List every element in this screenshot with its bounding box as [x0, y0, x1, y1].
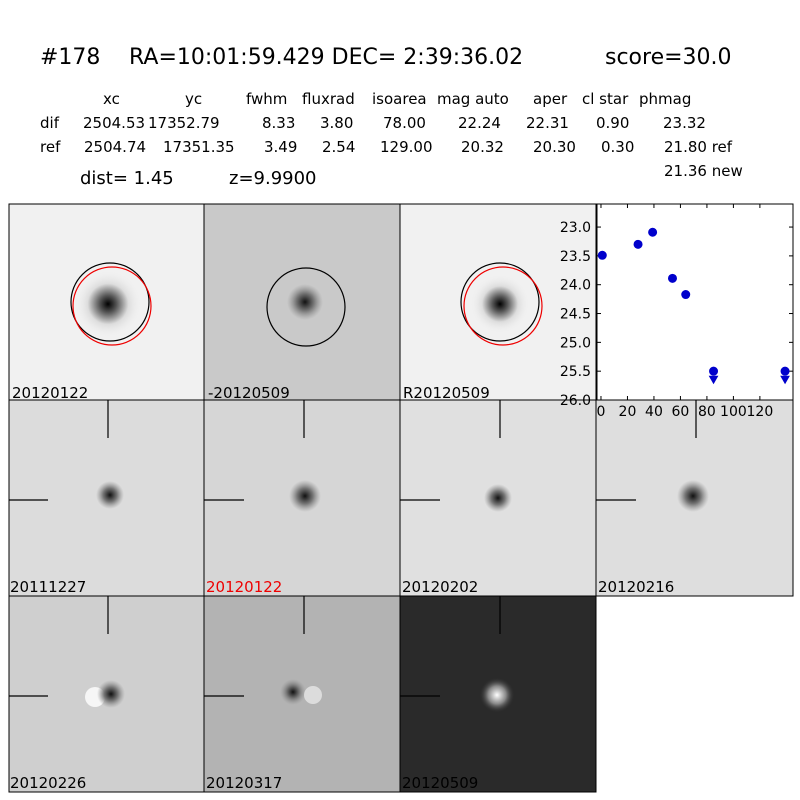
- row-label: ref: [40, 138, 61, 156]
- table: xc yc fwhm fluxrad isoarea mag auto aper cl sta…: [40, 90, 743, 180]
- stamp-label: -20120509: [208, 384, 290, 402]
- source: [304, 686, 322, 704]
- x-tick-label: 0: [597, 404, 606, 420]
- data-point: [633, 239, 643, 249]
- table-cell: 22.24: [458, 114, 501, 132]
- table-cell: 22.31: [526, 114, 569, 132]
- plot-frame: [596, 203, 794, 401]
- stamp-label: R20120509: [403, 384, 490, 402]
- table-cell: 17352.79: [148, 114, 220, 132]
- stamp-label: 20111227: [10, 578, 86, 596]
- x-tick-label: 100: [720, 404, 747, 420]
- source: [289, 480, 321, 512]
- table-cell: 2504.74: [84, 138, 146, 156]
- source: [470, 274, 530, 334]
- stamp-label: 20120122: [206, 578, 282, 596]
- light-curve: 23.0 23.5 24.0 24.5 25.0 25.5 26.0 0 20 40 60 80 100…: [560, 203, 794, 420]
- data-point: [681, 290, 691, 300]
- table-cell: 2504.53: [83, 114, 145, 132]
- score: score=30.0: [605, 45, 732, 70]
- column-header: fluxrad: [302, 90, 355, 108]
- data-point: [709, 366, 719, 376]
- table-cell: 21.80 ref: [664, 138, 733, 156]
- y-tick-label: 23.0: [560, 220, 591, 236]
- y-tick-label: 25.0: [560, 335, 591, 351]
- source: [484, 484, 512, 512]
- stamp-label: 20120317: [206, 774, 282, 792]
- stamp-label: 20120509: [402, 774, 478, 792]
- aperture: [70, 262, 150, 342]
- stamp-label: 20120226: [10, 774, 86, 792]
- row-label: dif: [40, 114, 60, 132]
- data-point: [667, 273, 677, 283]
- table-cell: 0.90: [596, 114, 629, 132]
- aperture: [460, 262, 540, 342]
- table-cell: 3.80: [320, 114, 353, 132]
- table-cell: 17351.35: [163, 138, 235, 156]
- header: #178 RA=10:01:59.429 DEC= 2:39:36.02 sco…: [40, 45, 732, 189]
- stamp-label: 20120202: [402, 578, 478, 596]
- aperture: [72, 266, 152, 346]
- redshift: z=9.9900: [229, 168, 317, 189]
- aperture: [463, 266, 543, 346]
- source: [287, 284, 323, 320]
- column-header: aper: [533, 90, 568, 108]
- source: [280, 679, 306, 705]
- stamps: 20120122 -20120509 R20120509 20111227 20…: [8, 203, 794, 793]
- source: [96, 481, 124, 509]
- column-header: yc: [185, 90, 202, 108]
- data-point: [780, 366, 790, 376]
- column-header: isoarea: [372, 90, 427, 108]
- column-header: mag auto: [437, 90, 509, 108]
- x-tick-label: 60: [672, 404, 690, 420]
- table-cell: 0.30: [601, 138, 634, 156]
- coordinates: RA=10:01:59.429 DEC= 2:39:36.02: [129, 45, 523, 70]
- table-cell: 78.00: [383, 114, 426, 132]
- table-cell: 21.36 new: [664, 162, 743, 180]
- limit-marker: [708, 375, 719, 385]
- object-id: #178: [40, 45, 100, 70]
- table-cell: 20.32: [461, 138, 504, 156]
- table-cell: 23.32: [663, 114, 706, 132]
- table-cell: 8.33: [262, 114, 295, 132]
- y-tick-label: 23.5: [560, 249, 591, 265]
- y-tick-label: 25.5: [560, 364, 591, 380]
- crosshairs: [9, 400, 697, 697]
- x-tick-label: 40: [645, 404, 663, 420]
- data-point: [648, 227, 658, 237]
- distance: dist= 1.45: [80, 168, 174, 189]
- source: [97, 680, 125, 708]
- stamp-label: 20120122: [12, 384, 88, 402]
- x-tick-label: 120: [747, 404, 774, 420]
- source: [479, 677, 515, 713]
- table-cell: 129.00: [380, 138, 433, 156]
- source: [74, 270, 142, 338]
- data-point: [597, 250, 607, 260]
- x-tick-label: 20: [619, 404, 637, 420]
- y-tick-label: 24.5: [560, 307, 591, 323]
- column-header: fwhm: [246, 90, 287, 108]
- table-cell: 3.49: [264, 138, 297, 156]
- x-tick-label: 80: [698, 404, 716, 420]
- column-header: xc: [103, 90, 120, 108]
- y-tick-label: 26.0: [560, 393, 591, 409]
- y-tick-label: 24.0: [560, 278, 591, 294]
- column-header: phmag: [639, 90, 691, 108]
- source: [677, 480, 709, 512]
- table-cell: 20.30: [533, 138, 576, 156]
- stamp-label: 20120216: [598, 578, 674, 596]
- limit-marker: [780, 375, 790, 385]
- column-header: cl star: [582, 90, 629, 108]
- table-cell: 2.54: [322, 138, 355, 156]
- aperture: [266, 267, 346, 347]
